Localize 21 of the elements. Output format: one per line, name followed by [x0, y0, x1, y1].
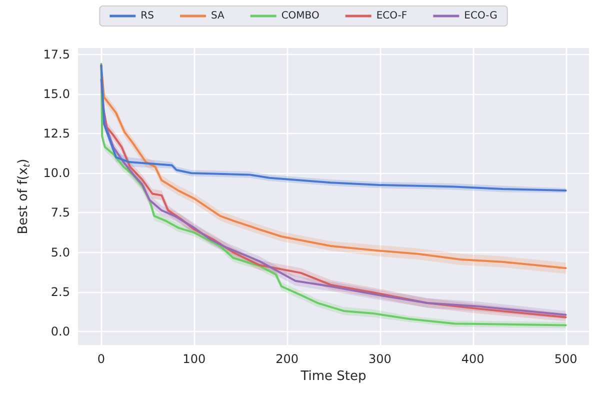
x-axis-title: Time Step: [300, 368, 366, 384]
legend-label: RS: [140, 10, 154, 22]
y-tick-label: 2.5: [50, 284, 70, 299]
x-tick-label: 200: [276, 352, 298, 366]
y-tick-label: 7.5: [50, 206, 70, 220]
y-tick-label: 15.0: [43, 86, 70, 101]
legend-label: ECO-F: [376, 10, 408, 22]
x-tick-label: 500: [554, 352, 578, 366]
y-tick-label: 12.5: [43, 126, 70, 141]
legend-label: ECO-G: [464, 10, 498, 22]
y-tick-label: 5.0: [50, 245, 70, 260]
x-tick-label: 100: [182, 352, 206, 366]
x-tick-label: 300: [368, 352, 392, 366]
y-tick-label: 10.0: [43, 166, 70, 180]
y-axis-title: Best of f(xt): [16, 158, 32, 234]
y-tick-label: 17.5: [43, 47, 70, 62]
legend-label: COMBO: [281, 10, 320, 22]
y-tick-label: 0.0: [50, 324, 70, 339]
legend-label: SA: [210, 10, 224, 22]
x-tick-label: 0: [97, 352, 106, 366]
x-tick-label: 400: [461, 352, 484, 366]
